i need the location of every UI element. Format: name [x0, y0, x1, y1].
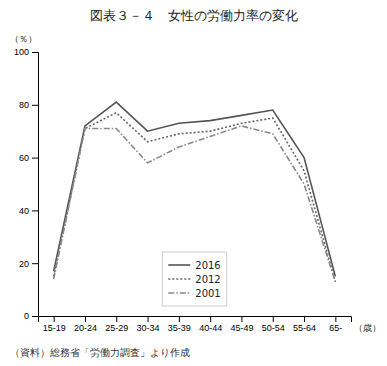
legend-label: 2016	[195, 260, 220, 271]
x-tick: 20-24	[74, 316, 97, 333]
x-tick: 35-39	[168, 316, 191, 333]
y-tick-label: 20	[19, 259, 29, 269]
legend-swatch	[168, 278, 190, 280]
x-tick: 45-49	[230, 316, 253, 333]
source: （資料）総務省「労働力調査」より作成	[10, 347, 190, 358]
legend-box	[162, 252, 226, 306]
x-tick-mark	[304, 316, 305, 322]
x-tick-mark	[148, 316, 149, 322]
y-tick-label: 100	[14, 47, 29, 57]
y-tick-label: 0	[24, 311, 29, 321]
y-tick: 60	[19, 153, 38, 163]
y-tick-label: 80	[19, 100, 29, 110]
x-tick-label: 45-49	[230, 323, 253, 333]
x-tick-label: 20-24	[74, 323, 97, 333]
x-tick-label: 65-	[329, 323, 342, 333]
x-tick-label: 30-34	[137, 323, 160, 333]
x-tick-mark	[241, 316, 242, 322]
y-tick: 0	[24, 311, 38, 321]
x-tick: 40-44	[199, 316, 222, 333]
legend-item: 2016	[168, 260, 220, 271]
x-tick-mark	[335, 316, 336, 322]
x-tick: 50-54	[262, 316, 285, 333]
x-tick-label: 50-54	[262, 323, 285, 333]
x-tick-mark	[54, 316, 55, 322]
legend: 2016 2012 2001	[162, 252, 226, 306]
x-axis-title: （歳）	[354, 323, 381, 333]
x-tick-mark	[210, 316, 211, 322]
x-tick-mark	[273, 316, 274, 322]
x-tick: 15-19	[43, 316, 66, 333]
y-tick: 80	[19, 100, 38, 110]
legend-item: 2012	[168, 274, 220, 285]
x-tick-label: 15-19	[43, 323, 66, 333]
y-axis-line	[32, 53, 39, 317]
x-tick-label: 40-44	[199, 323, 222, 333]
x-tick: 65-	[329, 316, 342, 333]
legend-label: 2001	[195, 288, 220, 299]
x-tick: 30-34	[137, 316, 160, 333]
x-tick-mark	[179, 316, 180, 322]
y-tick: 20	[19, 259, 38, 269]
x-tick-mark	[85, 316, 86, 322]
x-tick-label: 25-29	[105, 323, 128, 333]
title: 図表３－４ 女性の労働力率の変化	[90, 8, 298, 23]
y-tick-mark	[32, 210, 38, 211]
legend-item: 2001	[168, 288, 220, 299]
y-tick: 100	[14, 47, 38, 57]
chart: 0 20 40 60 80 100 15-19 20-24 25-29 30-34 35-39 40-…	[0, 0, 387, 366]
y-tick-mark	[32, 158, 38, 159]
x-tick-mark	[116, 316, 117, 322]
x-tick: 25-29	[105, 316, 128, 333]
y-tick-mark	[32, 52, 38, 53]
y-tick: 40	[19, 206, 38, 216]
y-tick-label: 40	[19, 206, 29, 216]
x-tick-label: 35-39	[168, 323, 191, 333]
legend-label: 2012	[195, 274, 220, 285]
x-axis-line	[39, 317, 352, 323]
x-tick-label: 55-64	[293, 323, 316, 333]
y-axis-title: （％）	[10, 34, 37, 44]
legend-swatch	[168, 292, 190, 294]
y-tick-mark	[32, 316, 38, 317]
y-tick-label: 60	[19, 153, 29, 163]
y-axis: 0 20 40 60 80 100	[14, 47, 39, 321]
y-tick-mark	[32, 105, 38, 106]
x-tick: 55-64	[293, 316, 316, 333]
y-tick-mark	[32, 263, 38, 264]
legend-swatch	[168, 264, 190, 266]
plot: 0 20 40 60 80 100 15-19 20-24 25-29 30-34 35-39 40-…	[14, 47, 352, 333]
x-axis: 15-19 20-24 25-29 30-34 35-39 40-44 45-49 50-54…	[39, 316, 352, 333]
